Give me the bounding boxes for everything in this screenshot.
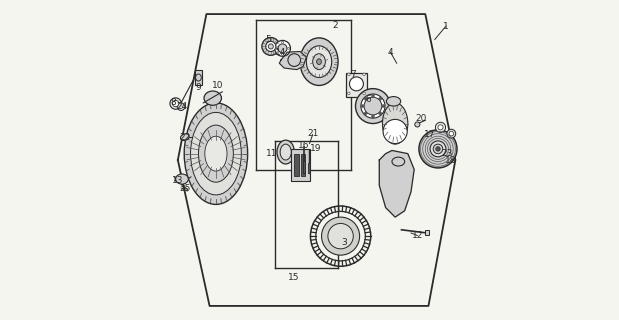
Circle shape bbox=[371, 115, 374, 118]
Ellipse shape bbox=[191, 112, 241, 195]
Circle shape bbox=[363, 73, 365, 76]
Circle shape bbox=[350, 77, 363, 91]
Ellipse shape bbox=[176, 174, 188, 184]
Bar bbox=[291, 149, 310, 180]
Circle shape bbox=[433, 144, 443, 154]
Circle shape bbox=[321, 217, 360, 255]
Text: 17: 17 bbox=[424, 130, 436, 139]
Ellipse shape bbox=[313, 54, 326, 69]
Text: 3: 3 bbox=[342, 238, 347, 247]
Circle shape bbox=[382, 105, 385, 108]
Circle shape bbox=[383, 119, 407, 143]
Circle shape bbox=[282, 41, 284, 43]
Circle shape bbox=[447, 129, 456, 138]
Text: 2: 2 bbox=[332, 21, 338, 30]
Text: 1: 1 bbox=[443, 22, 449, 31]
Text: 24: 24 bbox=[176, 101, 188, 111]
Circle shape bbox=[449, 132, 454, 136]
Text: 8: 8 bbox=[170, 99, 176, 108]
Ellipse shape bbox=[196, 74, 201, 81]
Text: 6: 6 bbox=[365, 95, 371, 104]
Circle shape bbox=[266, 41, 276, 52]
Circle shape bbox=[364, 97, 367, 100]
Circle shape bbox=[415, 122, 420, 127]
Bar bbox=[301, 154, 305, 176]
Text: 7: 7 bbox=[350, 70, 356, 79]
Bar bbox=[294, 154, 299, 176]
Text: 18: 18 bbox=[445, 156, 456, 164]
Circle shape bbox=[177, 103, 185, 110]
Circle shape bbox=[364, 97, 382, 115]
Text: 15: 15 bbox=[288, 273, 300, 282]
Polygon shape bbox=[379, 150, 414, 217]
Text: 16: 16 bbox=[298, 141, 310, 150]
Bar bbox=[346, 73, 367, 97]
Circle shape bbox=[430, 141, 446, 157]
Ellipse shape bbox=[277, 140, 295, 164]
Ellipse shape bbox=[300, 38, 338, 85]
Circle shape bbox=[438, 125, 443, 130]
Circle shape bbox=[328, 223, 353, 249]
Circle shape bbox=[275, 47, 277, 49]
Text: 14: 14 bbox=[275, 48, 286, 57]
Circle shape bbox=[268, 44, 274, 49]
Text: 9: 9 bbox=[195, 83, 201, 92]
Circle shape bbox=[361, 94, 385, 118]
Circle shape bbox=[361, 105, 364, 108]
Text: 4: 4 bbox=[387, 48, 393, 57]
Ellipse shape bbox=[392, 157, 405, 166]
Text: 25: 25 bbox=[180, 184, 191, 193]
Circle shape bbox=[364, 112, 367, 115]
Circle shape bbox=[262, 37, 280, 55]
Bar bbox=[425, 230, 429, 235]
Circle shape bbox=[278, 44, 287, 53]
Ellipse shape bbox=[184, 103, 248, 204]
Circle shape bbox=[436, 147, 440, 151]
Text: 22: 22 bbox=[180, 133, 191, 142]
Bar bbox=[194, 70, 202, 85]
Ellipse shape bbox=[383, 103, 408, 144]
Circle shape bbox=[371, 94, 374, 97]
Ellipse shape bbox=[306, 46, 332, 77]
Bar bbox=[308, 163, 310, 173]
Circle shape bbox=[288, 54, 301, 67]
Circle shape bbox=[173, 100, 179, 107]
Circle shape bbox=[288, 47, 290, 49]
Circle shape bbox=[363, 92, 365, 95]
Circle shape bbox=[347, 73, 350, 76]
Ellipse shape bbox=[199, 125, 233, 182]
Circle shape bbox=[282, 53, 284, 55]
Bar bbox=[303, 161, 305, 173]
Ellipse shape bbox=[205, 136, 227, 171]
Circle shape bbox=[419, 130, 457, 168]
Circle shape bbox=[347, 92, 350, 95]
Ellipse shape bbox=[386, 97, 400, 106]
Ellipse shape bbox=[204, 91, 222, 105]
Text: 23: 23 bbox=[442, 149, 453, 158]
Text: 5: 5 bbox=[266, 35, 271, 44]
Ellipse shape bbox=[317, 59, 321, 65]
Text: 11: 11 bbox=[266, 149, 277, 158]
Text: 13: 13 bbox=[172, 176, 184, 185]
Circle shape bbox=[275, 40, 290, 56]
Text: 21: 21 bbox=[307, 129, 318, 138]
Circle shape bbox=[379, 112, 382, 115]
Circle shape bbox=[435, 122, 446, 132]
Circle shape bbox=[170, 98, 181, 109]
Text: 12: 12 bbox=[412, 231, 423, 240]
Text: 19: 19 bbox=[310, 144, 322, 153]
Ellipse shape bbox=[280, 144, 292, 160]
Polygon shape bbox=[279, 52, 306, 69]
Circle shape bbox=[355, 89, 391, 124]
Circle shape bbox=[379, 97, 382, 100]
Text: 20: 20 bbox=[416, 114, 427, 123]
Text: 10: 10 bbox=[212, 81, 223, 90]
Ellipse shape bbox=[181, 134, 189, 140]
